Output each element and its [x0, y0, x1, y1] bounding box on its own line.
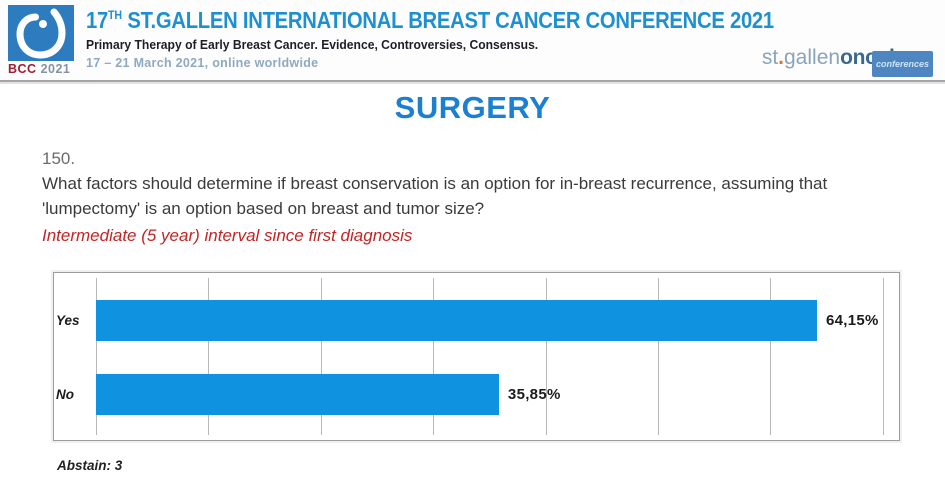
poll-results-chart: Yes 64,15% No 35,85%	[53, 272, 900, 441]
question-subline: Intermediate (5 year) interval since fir…	[42, 226, 413, 245]
conference-dates: 17 – 21 March 2021, online worldwide	[86, 56, 319, 70]
title-ordinal: TH	[107, 8, 123, 22]
brand-st: st	[761, 46, 779, 69]
value-label: 64,15%	[826, 311, 879, 329]
brand-conferences-badge: conferences	[871, 51, 933, 77]
bar-row: Yes 64,15%	[56, 299, 894, 341]
gridline	[320, 278, 322, 435]
gridline	[545, 278, 547, 435]
gridline	[882, 278, 884, 435]
gridline	[657, 278, 659, 435]
category-label: No	[56, 386, 74, 402]
header-divider	[0, 80, 945, 82]
bar	[96, 373, 499, 415]
page-title: SURGERY	[394, 90, 551, 125]
question-text: What factors should determine if breast …	[42, 174, 828, 218]
gridline	[96, 278, 97, 435]
gridline	[433, 278, 435, 435]
bcc-drop-icon	[8, 5, 74, 61]
conference-titles: 17TH ST.GALLEN INTERNATIONAL BREAST CANC…	[86, 7, 868, 70]
abstain-count: Abstain: 3	[57, 458, 123, 473]
value-label: 35,85%	[507, 385, 561, 403]
question-block: 150. What factors should determine if br…	[42, 146, 922, 248]
conference-header: BCC 2021 17TH ST.GALLEN INTERNATIONAL BR…	[0, 0, 945, 80]
title-rest: ST.GALLEN INTERNATIONAL BREAST CANCER CO…	[122, 7, 774, 33]
conference-subtitle: Primary Therapy of Early Breast Cancer. …	[86, 38, 539, 52]
gridline	[770, 278, 772, 435]
bar	[96, 299, 817, 341]
category-label: Yes	[56, 312, 80, 328]
brand-gallen: gallen	[784, 46, 841, 69]
bcc-label: BCC	[8, 62, 37, 76]
title-number: 17	[86, 7, 108, 33]
chart-plot: Yes 64,15% No 35,85%	[56, 278, 894, 435]
brand-dot: .	[778, 46, 784, 69]
conference-title: 17TH ST.GALLEN INTERNATIONAL BREAST CANC…	[86, 7, 774, 34]
question-number: 150.	[42, 149, 76, 168]
bar-row: No 35,85%	[56, 373, 894, 415]
bcc-logo-caption: BCC 2021	[8, 62, 76, 76]
bcc-year: 2021	[40, 62, 71, 76]
bcc-logo: BCC 2021	[8, 5, 76, 76]
gridline	[208, 278, 210, 435]
stgallen-oncology-logo: st.gallenoncologyconferences	[761, 46, 933, 77]
